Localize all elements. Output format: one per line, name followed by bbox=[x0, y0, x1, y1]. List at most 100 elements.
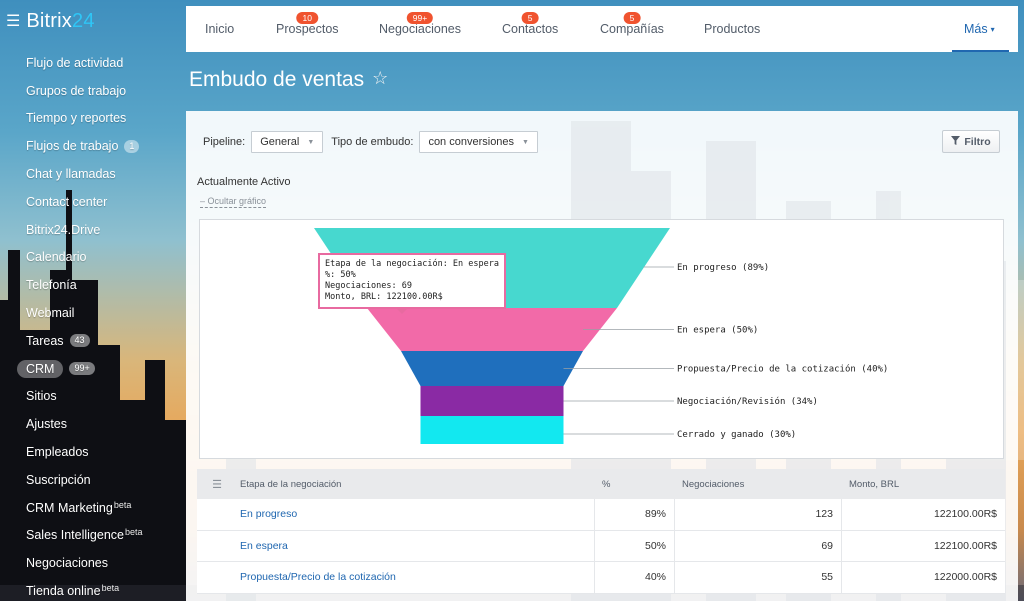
tooltip-line: %: 50% bbox=[325, 270, 356, 280]
tab-label: Prospectos bbox=[276, 22, 339, 36]
funnel-segment[interactable] bbox=[420, 416, 564, 444]
funnel-stage-label: Cerrado y ganado (30%) bbox=[677, 430, 796, 440]
sidebar-item[interactable]: Tienda online beta bbox=[0, 577, 180, 601]
menu-burger-icon[interactable]: ☰ bbox=[6, 12, 21, 30]
tab-5[interactable]: Productos bbox=[704, 6, 760, 52]
tab-label: Productos bbox=[704, 22, 761, 36]
column-header-amount[interactable]: Monto, BRL bbox=[849, 478, 900, 490]
row-spacer bbox=[197, 562, 237, 593]
sidebar-item[interactable]: CRM Marketing beta bbox=[0, 494, 180, 522]
sidebar-nav: Flujo de actividad Grupos de trabajo Tiemp… bbox=[0, 49, 180, 601]
column-header-stage[interactable]: Etapa de la negociación bbox=[240, 478, 342, 490]
chevron-down-icon: ▼ bbox=[522, 138, 529, 146]
sidebar-item-label: Calendario bbox=[26, 250, 87, 265]
sidebar-counter-badge: 1 bbox=[124, 139, 140, 153]
filter-button-label: Filtro bbox=[964, 135, 991, 148]
logo[interactable]: ☰ Bitrix24 bbox=[6, 10, 95, 33]
chevron-down-icon: ▾ bbox=[990, 24, 995, 34]
deals-cell: 69 bbox=[674, 530, 841, 561]
sidebar-item[interactable]: Calendario bbox=[0, 244, 180, 272]
funnel-segment[interactable] bbox=[420, 386, 564, 416]
tab-2[interactable]: Negociaciones 99+ bbox=[379, 6, 461, 52]
tab-label: Contactos bbox=[502, 22, 559, 36]
beta-tag: beta bbox=[113, 499, 132, 510]
pipeline-label: Pipeline: bbox=[203, 136, 246, 148]
stage-cell: Propuesta/Precio de la cotización bbox=[237, 562, 594, 593]
percent-cell: 40% bbox=[594, 562, 674, 593]
tooltip-line: Negociaciones: 69 bbox=[325, 281, 412, 291]
sidebar-item[interactable]: Sitios bbox=[0, 383, 180, 411]
beta-tag: beta bbox=[101, 583, 120, 594]
sidebar-item-label: Chat y llamadas bbox=[26, 167, 116, 182]
percent-cell: 50% bbox=[594, 530, 674, 561]
sidebar-item[interactable]: Ajustes bbox=[0, 410, 180, 438]
tab-counter-badge: 99+ bbox=[406, 12, 434, 24]
funnel-type-label: Tipo de embudo: bbox=[331, 136, 414, 148]
table-row: Propuesta/Precio de la cotización 40% 55 12… bbox=[197, 562, 1005, 594]
sidebar-item-label: Suscripción bbox=[26, 472, 91, 487]
funnel-segment[interactable] bbox=[367, 308, 617, 351]
filter-button[interactable]: Filtro bbox=[942, 130, 1000, 153]
pipeline-select-value: General bbox=[260, 136, 300, 148]
pipeline-select[interactable]: General ▼ bbox=[251, 131, 324, 153]
sidebar-item-label: CRM Marketing bbox=[26, 500, 113, 515]
hide-chart-link[interactable]: – Ocultar gráfico bbox=[200, 196, 267, 208]
sidebar-item[interactable]: Grupos de trabajo bbox=[0, 77, 180, 105]
tooltip-line: Monto, BRL: 122100.00R$ bbox=[325, 292, 443, 302]
table-settings-icon[interactable]: ☰ bbox=[212, 478, 222, 491]
table-header: ☰ Etapa de la negociación % Negociacione… bbox=[197, 469, 1005, 499]
sidebar-item[interactable]: Webmail bbox=[0, 299, 180, 327]
tab-label: Compañías bbox=[600, 22, 664, 36]
sidebar-item[interactable]: Sales Intelligence beta bbox=[0, 522, 180, 550]
sidebar-counter-badge: 99+ bbox=[69, 362, 95, 376]
left-sidebar: ☰ Bitrix24 Flujo de actividad Grupos de t… bbox=[0, 0, 180, 601]
sidebar-counter-badge: 43 bbox=[69, 334, 90, 348]
sidebar-item[interactable]: CRM 99+ bbox=[0, 355, 180, 383]
funnel-stage-label: En progreso (89%) bbox=[677, 263, 769, 273]
sidebar-item[interactable]: Flujo de actividad bbox=[0, 49, 180, 77]
favorite-star-icon[interactable]: ☆ bbox=[372, 68, 389, 88]
tab-1[interactable]: Prospectos 10 bbox=[276, 6, 339, 52]
sidebar-item-label: Sitios bbox=[26, 389, 57, 404]
sidebar-item[interactable]: Tareas 43 bbox=[0, 327, 180, 355]
sidebar-item-label: Tienda online bbox=[26, 584, 101, 599]
funnel-segment[interactable] bbox=[401, 351, 583, 386]
tab-3[interactable]: Contactos 5 bbox=[502, 6, 558, 52]
page-title: Embudo de ventas ☆ bbox=[189, 68, 389, 91]
column-header-percent[interactable]: % bbox=[602, 478, 611, 490]
sidebar-item[interactable]: Telefonía bbox=[0, 271, 180, 299]
chevron-down-icon: ▼ bbox=[307, 138, 315, 146]
sidebar-item[interactable]: Negociaciones bbox=[0, 549, 180, 577]
tab-label: Inicio bbox=[205, 22, 235, 36]
tooltip-line: Etapa de la negociación: En espera bbox=[325, 259, 499, 269]
stage-cell: En espera bbox=[237, 531, 594, 562]
deals-cell: 123 bbox=[674, 499, 841, 530]
funnel-stage-label: Negociación/Revisión (34%) bbox=[677, 396, 818, 407]
sidebar-item[interactable]: Suscripción bbox=[0, 466, 180, 494]
sidebar-item[interactable]: Tiempo y reportes bbox=[0, 105, 180, 133]
tab-6[interactable]: Más ▾ bbox=[952, 6, 1009, 52]
tab-4[interactable]: Compañías 5 bbox=[600, 6, 664, 52]
stage-link[interactable]: Propuesta/Precio de la cotización bbox=[240, 571, 396, 584]
tab-counter-badge: 5 bbox=[521, 12, 539, 24]
column-header-deals[interactable]: Negociaciones bbox=[682, 478, 745, 490]
sidebar-item[interactable]: Flujos de trabajo 1 bbox=[0, 132, 180, 160]
funnel-stage-label: Propuesta/Precio de la cotización (40%) bbox=[677, 364, 888, 375]
funnel-type-select[interactable]: con conversiones ▼ bbox=[419, 131, 538, 153]
tab-counter-badge: 5 bbox=[623, 12, 641, 24]
filter-bar: Pipeline: General ▼ Tipo de embudo: con … bbox=[186, 124, 1018, 160]
sidebar-item-label: Webmail bbox=[26, 306, 75, 321]
stage-link[interactable]: En progreso bbox=[240, 508, 298, 521]
sidebar-item[interactable]: Chat y llamadas bbox=[0, 160, 180, 188]
stage-link[interactable]: En espera bbox=[240, 539, 288, 552]
deals-cell: 55 bbox=[674, 562, 841, 593]
amount-cell: 122000.00R$ bbox=[841, 562, 1005, 593]
sidebar-item[interactable]: Contact center bbox=[0, 188, 180, 216]
sidebar-item[interactable]: Empleados bbox=[0, 438, 180, 466]
table-row: En espera 50% 69 122100.00R$ bbox=[197, 530, 1005, 562]
row-spacer bbox=[197, 531, 237, 562]
sidebar-item[interactable]: Bitrix24.Drive bbox=[0, 216, 180, 244]
tab-0[interactable]: Inicio bbox=[205, 6, 234, 52]
sidebar-item-label: Tiempo y reportes bbox=[26, 111, 127, 126]
percent-cell: 89% bbox=[594, 499, 674, 530]
